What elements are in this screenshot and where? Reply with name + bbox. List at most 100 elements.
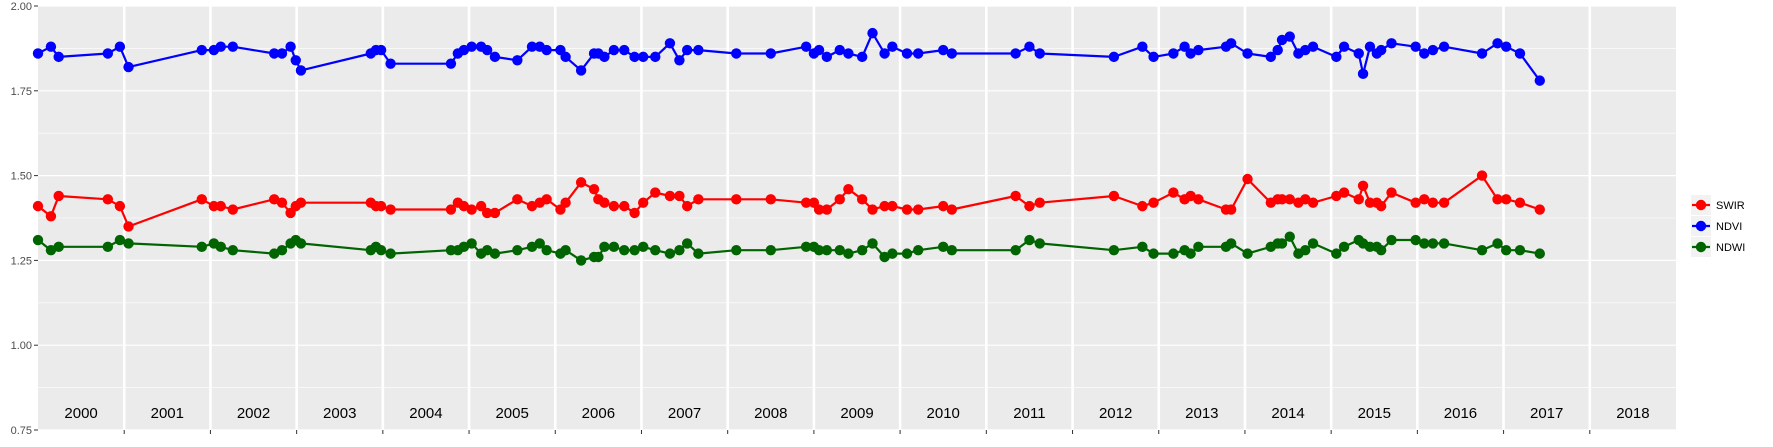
swir-point — [608, 200, 620, 212]
grid-minor — [38, 48, 1676, 388]
swir-point — [887, 200, 898, 212]
swir-point — [385, 204, 396, 215]
ndwi-point — [526, 241, 538, 253]
ndwi-point — [1148, 248, 1159, 259]
year-label: 2012 — [1099, 405, 1132, 422]
ndwi-point — [637, 241, 649, 253]
ndwi-point — [608, 241, 620, 253]
ndvi-point — [731, 48, 742, 59]
ndvi-point — [575, 65, 587, 76]
year-label: 2006 — [582, 405, 615, 422]
ndvi-point — [1265, 51, 1277, 63]
ndvi-point — [800, 41, 812, 52]
ndvi-point — [1276, 34, 1288, 46]
swir-point — [526, 200, 538, 212]
ndwi-point — [901, 248, 913, 259]
ndwi-point — [800, 241, 812, 253]
swir-point — [1307, 197, 1319, 208]
ndvi-point — [1108, 51, 1120, 63]
ndvi-point — [1034, 48, 1045, 59]
ndvi-point — [1338, 41, 1350, 52]
ndvi-point — [123, 61, 134, 73]
legend: SWIR NDVI NDWI — [1691, 195, 1745, 257]
ndwi-point — [560, 245, 571, 256]
swir-point — [1534, 204, 1545, 215]
swir-point — [512, 194, 523, 205]
year-label: 2005 — [495, 405, 528, 422]
ndvi-point — [290, 55, 301, 66]
legend-label-swir: SWIR — [1716, 200, 1745, 212]
ndvi-point — [1476, 48, 1488, 59]
swir-point — [674, 190, 685, 202]
swir-point — [1024, 200, 1035, 212]
ndwi-point — [938, 241, 949, 253]
ndvi-point — [269, 48, 280, 59]
ndvi-point — [445, 58, 457, 69]
legend-marker-swir — [1695, 199, 1707, 211]
swir-point — [834, 194, 845, 205]
ndvi-point — [1492, 38, 1503, 49]
ndwi-point — [385, 248, 396, 259]
swir-point — [1168, 187, 1179, 198]
ndvi-point — [913, 48, 924, 59]
y-tick-label: 2.00 — [11, 1, 32, 13]
swir-point — [1137, 200, 1148, 212]
ndvi-point — [1179, 41, 1190, 52]
ndvi-point — [375, 44, 387, 56]
ndvi-point — [637, 51, 649, 63]
year-label: 2003 — [323, 405, 356, 422]
ndwi-point — [489, 248, 501, 259]
ndwi-point — [1492, 238, 1503, 249]
swir-point — [1276, 194, 1288, 205]
ndwi-point — [481, 245, 493, 256]
ndwi-point — [1034, 238, 1045, 249]
ndwi-point — [867, 238, 878, 249]
series-swir — [32, 170, 1545, 232]
swir-point — [843, 183, 854, 195]
ndvi-point — [1010, 48, 1021, 59]
ndwi-point — [1300, 245, 1311, 256]
swir-point — [123, 221, 134, 232]
ndwi-point — [650, 245, 661, 256]
ndvi-point — [1300, 44, 1311, 56]
swir-point — [489, 207, 501, 219]
ndwi-point — [1108, 245, 1120, 256]
ndwi-point — [693, 248, 704, 259]
swir-point — [637, 197, 649, 208]
year-label: 2002 — [237, 405, 270, 422]
ndwi-point — [1024, 234, 1035, 246]
ndwi-point — [541, 245, 552, 256]
ndvi-point — [674, 55, 685, 66]
year-label: 2001 — [151, 405, 184, 422]
ndwi-point — [1242, 248, 1253, 259]
ndwi-point — [53, 241, 64, 253]
ndvi-point — [867, 27, 878, 39]
ndwi-point — [215, 241, 226, 253]
ndvi-point — [843, 48, 854, 59]
ndvi-point — [1148, 51, 1159, 63]
ndwi-point — [123, 238, 134, 249]
ndwi-point — [1307, 238, 1319, 249]
series-ndwi — [32, 231, 1545, 266]
swir-point — [1148, 197, 1159, 208]
ndwi-point — [1500, 245, 1512, 256]
series-layer — [32, 27, 1545, 266]
ndwi-point — [1168, 248, 1179, 259]
ndwi-point — [674, 245, 685, 256]
ndwi-point — [196, 241, 207, 253]
ndvi-point — [385, 58, 396, 69]
ndvi-point — [1242, 48, 1253, 59]
swir-point — [813, 204, 825, 215]
ndwi-point — [375, 245, 387, 256]
x-axis-ticks — [123, 430, 1591, 434]
ndwi-point — [1276, 238, 1288, 249]
swir-point — [879, 200, 890, 212]
ndvi-point — [526, 41, 538, 52]
year-label: 2000 — [64, 405, 97, 422]
ndvi-point — [32, 48, 44, 59]
year-label: 2014 — [1271, 405, 1304, 422]
y-tick-label: 1.75 — [11, 86, 32, 98]
ndvi-point — [650, 51, 661, 63]
